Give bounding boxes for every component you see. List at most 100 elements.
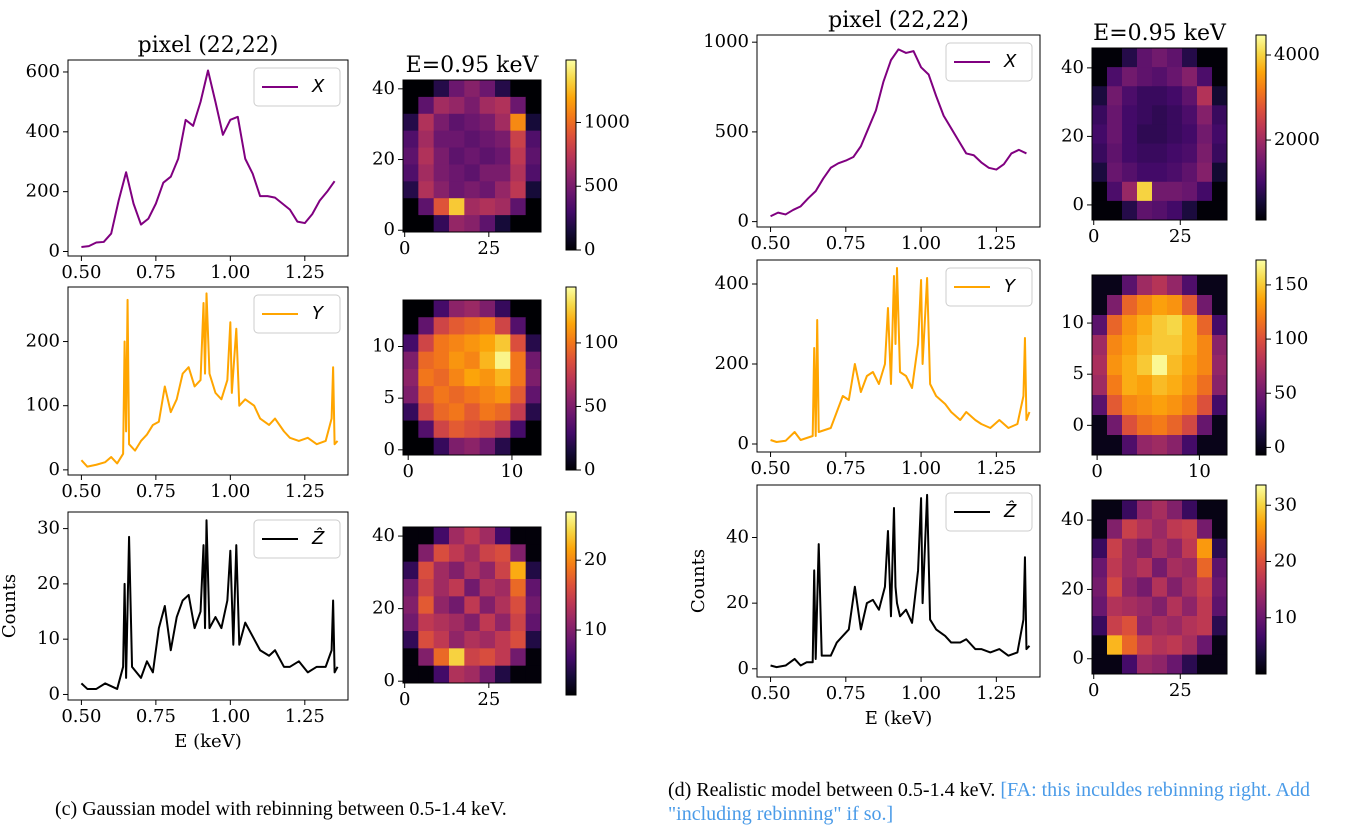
heatmap-cell xyxy=(1107,124,1123,145)
colorbar-tick-label: 50 xyxy=(584,395,607,416)
heatmap-cell xyxy=(1152,143,1168,164)
y-tick-label: 0 xyxy=(384,219,395,240)
heatmap-cell xyxy=(510,665,527,684)
heatmap-cell xyxy=(479,631,496,649)
caption-text: (d) Realistic model between 0.5-1.4 keV. xyxy=(668,779,996,801)
heatmap-cell xyxy=(1122,162,1138,183)
heatmap-cell xyxy=(1182,577,1198,598)
heatmap-cell xyxy=(403,561,419,580)
heatmap-cell xyxy=(1212,435,1228,456)
y-tick-label: 0 xyxy=(738,658,749,679)
heatmap-cell xyxy=(1167,577,1183,598)
y-tick-label: 40 xyxy=(1061,509,1084,530)
heatmap-cell xyxy=(464,631,481,649)
heatmap-cell xyxy=(1182,124,1198,145)
heatmap-cell xyxy=(1152,538,1168,559)
heatmap-cell xyxy=(403,317,419,335)
heatmap-cell xyxy=(1092,519,1108,540)
y-tick-label: 0 xyxy=(384,439,395,460)
heatmap-cell xyxy=(418,631,435,649)
heatmap-cell xyxy=(479,527,496,545)
axes-frame xyxy=(1091,47,1228,221)
heatmap-cell xyxy=(1137,654,1153,675)
heatmap-cell xyxy=(1107,181,1123,202)
heatmap-cell xyxy=(1122,435,1138,456)
heatmap-cell xyxy=(464,527,481,545)
heatmap-cell xyxy=(1122,654,1138,675)
y-axis-label: Counts xyxy=(0,574,20,638)
heatmap-cell xyxy=(479,665,496,684)
heatmap-cell xyxy=(433,317,450,335)
x-tick-label: 0.75 xyxy=(136,481,176,502)
heatmap-cell xyxy=(1122,415,1138,436)
heatmap-cell xyxy=(1122,124,1138,145)
heatmap-cell xyxy=(1152,415,1168,436)
heatmap-cell xyxy=(1137,162,1153,183)
heatmap-cell xyxy=(1152,295,1168,316)
heatmap-cell xyxy=(1167,295,1183,316)
heatmap-cell xyxy=(433,596,450,615)
heatmap-cell xyxy=(495,579,511,597)
heatmap-cell xyxy=(418,147,435,165)
heatmap-cell xyxy=(1152,67,1168,87)
x-tick-label: 0.75 xyxy=(826,233,866,254)
legend-label: Ẑ xyxy=(1003,500,1017,522)
heatmap-cell xyxy=(418,527,435,545)
heatmap-cell xyxy=(479,386,496,404)
heatmap-cell xyxy=(479,613,496,632)
heatmap-cell xyxy=(433,579,450,597)
heatmap-cell xyxy=(433,334,450,353)
y-tick-label: 40 xyxy=(1061,57,1084,78)
axes-frame xyxy=(1091,499,1228,675)
heatmap-cell xyxy=(403,130,419,149)
heatmap-cell xyxy=(433,544,450,563)
heatmap-cell xyxy=(433,215,450,233)
caption-comment: [FA: this inculdes rebinning right. Add … xyxy=(668,779,1310,825)
heatmap-cell xyxy=(1122,295,1138,316)
x-tick-label: 25 xyxy=(477,238,500,259)
heatmap-cell xyxy=(1182,67,1198,87)
heatmap-cell xyxy=(525,631,542,649)
heatmap-cell xyxy=(418,665,435,684)
heatmap-cell xyxy=(510,527,527,545)
heatmap-cell xyxy=(1167,435,1183,456)
heatmap-cell xyxy=(433,368,450,387)
heatmap-cell xyxy=(403,437,419,456)
heatmap-cell xyxy=(1107,67,1123,87)
heatmap-cell xyxy=(403,386,419,404)
heatmap-cell xyxy=(1107,275,1123,296)
heatmap-cell xyxy=(1197,143,1213,164)
heatmap-cell xyxy=(464,386,481,404)
heatmap-cell xyxy=(479,334,496,353)
heatmap-cell xyxy=(510,215,527,233)
heatmap-cell xyxy=(1167,275,1183,296)
heatmap-cell xyxy=(464,130,481,149)
heatmap-cell xyxy=(433,147,450,165)
heatmap-cell xyxy=(1092,67,1108,87)
heatmap-cell xyxy=(449,198,465,216)
heatmap-cell xyxy=(1167,315,1183,336)
heatmap-cell xyxy=(1107,105,1123,125)
colorbar-tick-label: 0 xyxy=(1274,436,1285,457)
y-tick-label: 100 xyxy=(26,395,60,416)
heatmap-cell xyxy=(1197,616,1213,636)
colorbar xyxy=(565,286,577,471)
heatmap-cell xyxy=(1182,616,1198,636)
axes-frame xyxy=(67,59,349,257)
y-tick-label: 0 xyxy=(384,670,395,691)
heatmap-cell xyxy=(479,544,496,563)
colorbar xyxy=(1255,484,1267,675)
heatmap-cell xyxy=(1182,315,1198,336)
y-tick-label: 10 xyxy=(37,628,60,649)
heatmap-cell xyxy=(449,317,465,335)
heatmap-cell xyxy=(1137,315,1153,336)
heatmap-cell xyxy=(1167,654,1183,675)
heatmap-cell xyxy=(525,113,542,132)
heatmap-cell xyxy=(403,80,419,98)
heatmap-cell xyxy=(510,420,527,439)
x-tick-label: 0.50 xyxy=(751,233,791,254)
heatmap-cell xyxy=(1152,395,1168,416)
heatmap-cell xyxy=(1212,415,1228,436)
chart-title: pixel (22,22) xyxy=(828,8,969,33)
